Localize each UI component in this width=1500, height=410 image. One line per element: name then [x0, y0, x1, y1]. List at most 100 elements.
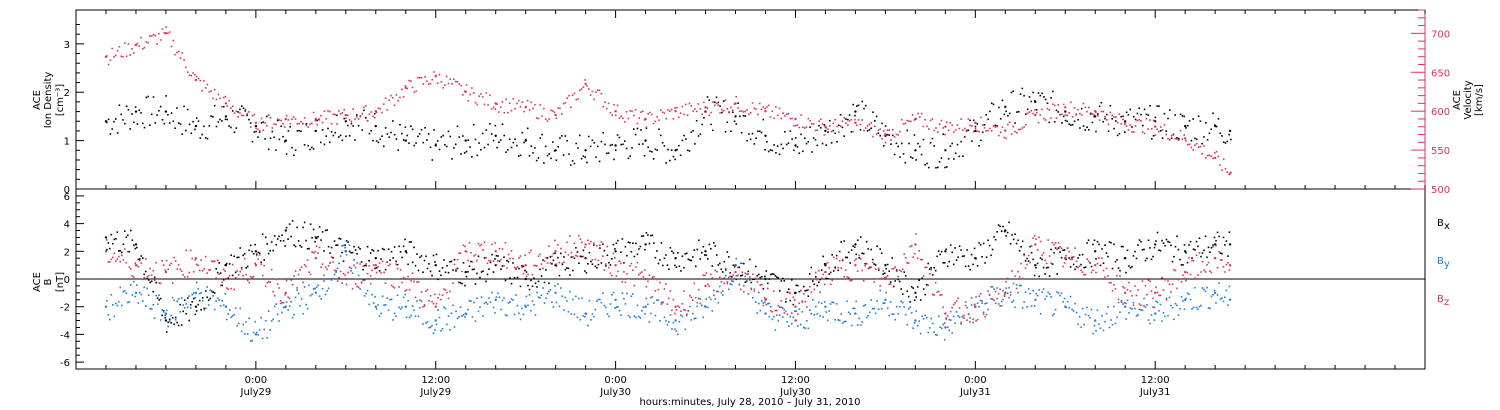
velocity-data-point — [914, 117, 917, 121]
bz-point — [246, 279, 249, 282]
bx-point — [242, 254, 244, 257]
by-point — [395, 315, 397, 317]
bx-point — [904, 274, 907, 277]
velocity-point — [845, 122, 847, 124]
bx-point — [522, 265, 525, 268]
by-point — [1135, 315, 1138, 317]
bz-point — [243, 257, 246, 260]
velocity-point — [1039, 114, 1042, 116]
ion-density-point — [877, 132, 880, 134]
velocity-point — [708, 114, 711, 117]
velocity-point — [113, 56, 115, 58]
bx-point — [621, 238, 624, 240]
ion-density-point — [992, 103, 995, 106]
bx-point — [462, 262, 465, 264]
ion-density-point — [406, 134, 408, 137]
by-point — [498, 296, 501, 299]
ion-density-point — [386, 133, 389, 135]
bx-point — [798, 290, 801, 293]
bx-point — [513, 277, 516, 279]
velocity-point — [1086, 110, 1088, 113]
bx-point — [1131, 265, 1133, 268]
bz-point — [651, 276, 654, 279]
ion-density-point — [415, 142, 417, 144]
ion-density-point — [230, 126, 232, 129]
ion-density-point — [1199, 120, 1202, 122]
velocity-point — [363, 106, 365, 109]
by-point — [386, 297, 388, 299]
by-point — [937, 315, 940, 318]
bx-point — [1045, 267, 1048, 269]
bx-point — [482, 270, 484, 272]
bz-point — [1198, 252, 1201, 254]
by-point — [675, 330, 678, 332]
ion-density-point — [397, 149, 399, 151]
svg-text:y: y — [1444, 259, 1450, 270]
by-point — [819, 315, 821, 317]
ion-density-point — [183, 105, 185, 108]
bx-point — [648, 242, 651, 245]
by-point — [308, 284, 310, 287]
bz-point — [888, 283, 890, 286]
bx-point — [804, 290, 807, 292]
bx-point — [1213, 236, 1216, 239]
velocity-point — [1025, 123, 1027, 126]
bz-point — [1075, 260, 1078, 263]
bz-point — [124, 248, 126, 250]
bz-point — [994, 290, 997, 293]
velocity-point — [967, 118, 970, 120]
by-point — [164, 314, 166, 317]
bx-data-point — [1124, 257, 1127, 260]
by-point — [942, 323, 944, 326]
bx-point — [195, 310, 198, 312]
ion-density-point — [557, 146, 559, 148]
bx-point — [847, 251, 850, 254]
velocity-point — [843, 117, 845, 119]
bz-point — [401, 281, 403, 284]
by-point — [885, 291, 887, 294]
by-point — [629, 316, 631, 319]
velocity-point — [771, 110, 774, 112]
ion-density-point — [712, 129, 714, 132]
ion-density-point — [1088, 129, 1090, 131]
bx-point — [281, 234, 283, 236]
bz-point — [1065, 255, 1067, 257]
velocity-point — [543, 107, 545, 110]
bz-point — [192, 271, 195, 273]
bx-point — [880, 252, 883, 254]
by-point — [1182, 300, 1184, 302]
velocity-point — [418, 76, 421, 79]
velocity-point — [1095, 111, 1097, 113]
velocity-point — [1199, 145, 1202, 148]
bz-point — [1152, 297, 1154, 300]
bx-point — [792, 303, 795, 306]
bz-point — [665, 283, 667, 285]
by-point — [233, 313, 235, 316]
velocity-point — [372, 115, 374, 118]
bx-point — [952, 263, 955, 266]
bx-data-point — [764, 277, 767, 281]
by-point — [701, 304, 703, 307]
ion-density-point — [634, 133, 637, 136]
by-point — [1168, 296, 1171, 299]
bx-point — [503, 256, 505, 258]
by-point — [594, 308, 597, 311]
velocity-point — [440, 81, 443, 83]
bx-point — [1096, 240, 1099, 243]
bx-point — [252, 253, 255, 255]
by-point — [255, 331, 258, 334]
by-point — [416, 300, 418, 302]
velocity-point — [177, 50, 180, 53]
ion-density-point — [539, 137, 542, 139]
ion-density-point — [631, 147, 633, 149]
bx-point — [704, 254, 706, 256]
bz-point — [1095, 271, 1097, 274]
by-point — [488, 297, 490, 299]
velocity-point — [564, 102, 567, 104]
bz-point — [1222, 266, 1225, 268]
bz-point — [1218, 251, 1220, 253]
velocity-point — [627, 117, 630, 120]
bz-point — [1137, 289, 1139, 291]
bz-point — [300, 266, 303, 268]
bx-point — [949, 244, 952, 246]
